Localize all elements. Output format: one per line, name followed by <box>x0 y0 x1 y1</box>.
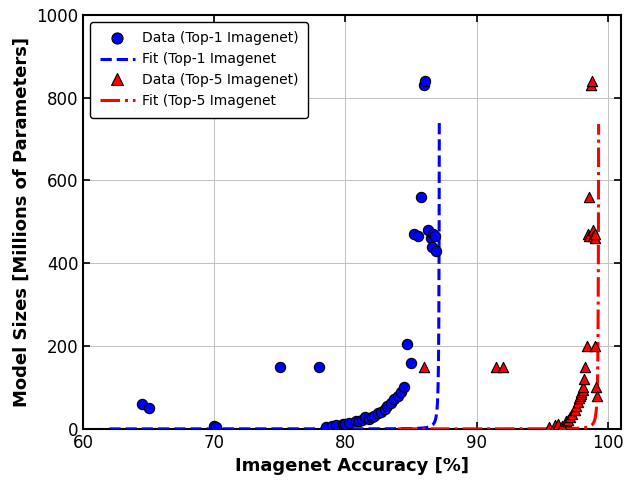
Point <box>587 77 597 85</box>
Point <box>563 416 573 424</box>
Point <box>209 423 220 430</box>
Point <box>340 420 351 428</box>
Point <box>275 363 285 371</box>
Point <box>376 408 386 416</box>
Point <box>406 359 416 367</box>
Point <box>419 363 429 371</box>
Point <box>589 230 600 238</box>
Point <box>427 243 437 250</box>
Point <box>396 387 406 395</box>
Legend: Data (Top-1 Imagenet), Fit (Top-1 Imagenet, Data (Top-5 Imagenet), Fit (Top-5 Im: Data (Top-1 Imagenet), Fit (Top-1 Imagen… <box>90 22 308 118</box>
Point <box>591 392 602 400</box>
Point <box>575 392 585 400</box>
Point <box>577 390 587 398</box>
Point <box>364 415 374 423</box>
Point <box>583 230 593 238</box>
Point <box>353 417 364 424</box>
Point <box>431 247 441 255</box>
Point <box>314 363 324 371</box>
Point <box>578 386 588 393</box>
Point <box>399 384 410 391</box>
Point <box>211 423 221 431</box>
Point <box>573 394 584 402</box>
Point <box>429 232 440 240</box>
Point <box>590 342 600 350</box>
Point <box>589 235 600 243</box>
Point <box>584 193 595 201</box>
Point <box>588 226 598 234</box>
Point <box>360 413 370 421</box>
Point <box>423 226 433 234</box>
Point <box>572 398 582 406</box>
Point <box>367 413 377 421</box>
Point <box>351 418 361 425</box>
Point <box>571 402 581 410</box>
Point <box>420 77 431 85</box>
Point <box>327 422 337 429</box>
Point <box>331 421 341 429</box>
Point <box>338 420 348 428</box>
Point <box>579 384 589 391</box>
Point <box>588 232 598 240</box>
Point <box>582 342 592 350</box>
Point <box>382 402 392 410</box>
Point <box>564 413 575 421</box>
Point <box>143 404 154 412</box>
Point <box>570 406 580 414</box>
Point <box>344 419 355 426</box>
Point <box>402 340 412 348</box>
Y-axis label: Model Sizes [Millions of Parameters]: Model Sizes [Millions of Parameters] <box>13 37 31 407</box>
Point <box>591 384 601 391</box>
Point <box>561 418 571 425</box>
Point <box>380 405 390 413</box>
Point <box>357 416 367 424</box>
Point <box>369 412 380 420</box>
Point <box>577 387 587 395</box>
Point <box>428 230 438 238</box>
Point <box>408 230 419 238</box>
Point <box>417 193 427 201</box>
Point <box>567 411 577 419</box>
Point <box>386 399 396 407</box>
Point <box>543 423 554 431</box>
X-axis label: Imagenet Accuracy [%]: Imagenet Accuracy [%] <box>235 458 469 475</box>
Point <box>580 363 591 371</box>
Point <box>412 232 422 240</box>
Point <box>584 232 594 240</box>
Point <box>419 81 429 89</box>
Point <box>393 392 403 400</box>
Point <box>389 395 399 403</box>
Point <box>491 363 501 371</box>
Point <box>321 423 331 431</box>
Point <box>550 421 561 429</box>
Point <box>498 363 508 371</box>
Point <box>557 422 567 429</box>
Point <box>426 235 436 243</box>
Point <box>586 81 596 89</box>
Point <box>137 400 147 408</box>
Point <box>373 409 383 417</box>
Point <box>579 375 589 383</box>
Point <box>553 420 563 428</box>
